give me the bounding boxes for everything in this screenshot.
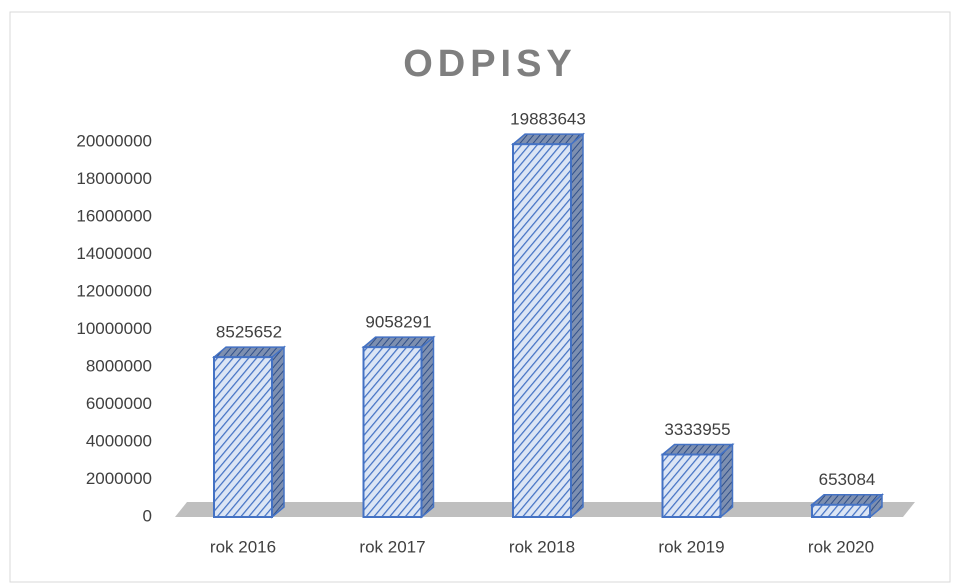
bar	[661, 453, 722, 518]
y-tick-label: 18000000	[76, 169, 152, 188]
data-label: 8525652	[216, 323, 282, 342]
bar	[811, 503, 871, 518]
bar	[512, 143, 572, 518]
y-tick-label: 12000000	[76, 281, 152, 300]
y-tick-label: 0	[143, 506, 152, 525]
bar-top	[510, 133, 586, 145]
data-label: 653084	[819, 470, 876, 489]
bar-side	[570, 132, 584, 519]
chart-title: ODPISY	[403, 43, 577, 85]
y-tick-label: 6000000	[86, 394, 152, 413]
x-tick-label: rok 2016	[210, 537, 276, 556]
y-tick-label: 8000000	[86, 356, 152, 375]
x-tick-label: rok 2017	[359, 537, 425, 556]
y-tick-label: 16000000	[76, 206, 152, 225]
bar-side	[719, 442, 734, 519]
data-label: 9058291	[365, 313, 431, 332]
bar-top	[361, 336, 436, 348]
y-tick-label: 4000000	[86, 431, 152, 450]
data-label: 3333955	[664, 420, 730, 439]
bar-side	[420, 335, 435, 519]
data-label: 19883643	[510, 110, 586, 129]
chart-border	[9, 11, 951, 583]
y-tick-label: 2000000	[86, 469, 152, 488]
y-tick-label: 20000000	[76, 131, 152, 150]
y-tick-label: 14000000	[76, 244, 152, 263]
bar-side	[271, 345, 285, 519]
x-tick-label: rok 2020	[808, 537, 874, 556]
y-tick-label: 10000000	[76, 319, 152, 338]
x-tick-label: rok 2018	[509, 537, 575, 556]
bar	[213, 356, 273, 518]
x-tick-label: rok 2019	[658, 537, 724, 556]
bar	[362, 346, 423, 518]
bar-top	[809, 494, 885, 506]
bar-top	[660, 443, 735, 456]
bar-top	[211, 346, 287, 358]
